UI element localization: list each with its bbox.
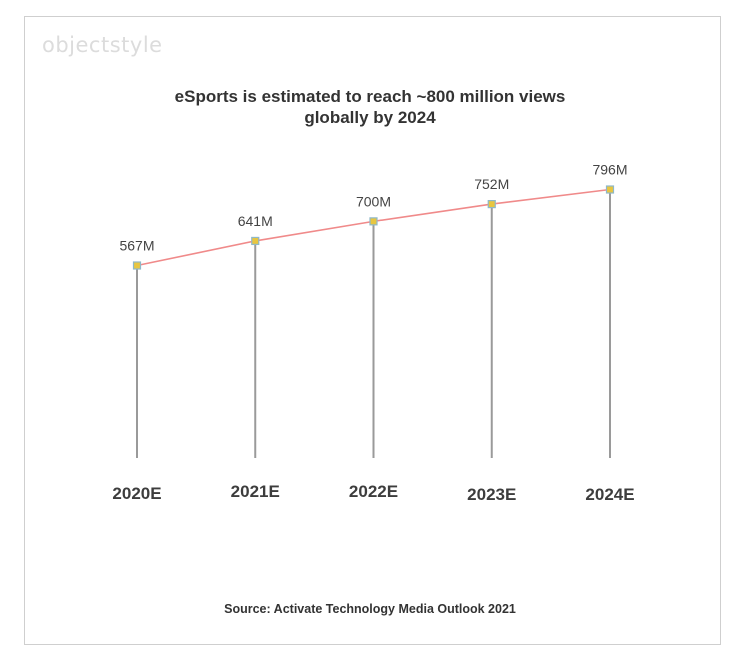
- data-label-2022E: 700M: [356, 193, 391, 209]
- x-tick-label-2024E: 2024E: [585, 485, 634, 504]
- x-tick-label-2022E: 2022E: [349, 482, 398, 501]
- data-point-2021E: [251, 236, 260, 246]
- data-label-2020E: 567M: [119, 238, 154, 254]
- data-point-2023E: [487, 200, 496, 209]
- data-label-2021E: 641M: [238, 213, 273, 229]
- x-tick-labels-group: 2020E 2021E 2022E 2023E 2024E: [112, 482, 634, 504]
- markers-group: [132, 185, 615, 270]
- data-label-2024E: 796M: [592, 162, 627, 178]
- data-label-2023E: 752M: [474, 176, 509, 192]
- chart-title-line-1: eSports is estimated to reach ~800 milli…: [174, 87, 566, 106]
- data-point-2022E: [369, 217, 378, 226]
- chart-title: eSports is estimated to reach ~800 milli…: [120, 86, 620, 128]
- objectstyle-logo: objectstyle: [42, 33, 163, 57]
- data-point-2024E: [605, 185, 615, 194]
- data-labels-group: 567M 641M 700M 752M 796M: [119, 162, 627, 254]
- stems-group: [136, 189, 611, 458]
- x-tick-label-2023E: 2023E: [467, 485, 516, 504]
- x-tick-label-2020E: 2020E: [112, 484, 161, 503]
- chart-source: Source: Activate Technology Media Outloo…: [224, 602, 516, 616]
- chart-title-line-2: globally by 2024: [304, 108, 436, 127]
- x-tick-label-2021E: 2021E: [231, 482, 280, 501]
- data-point-2020E: [132, 261, 142, 270]
